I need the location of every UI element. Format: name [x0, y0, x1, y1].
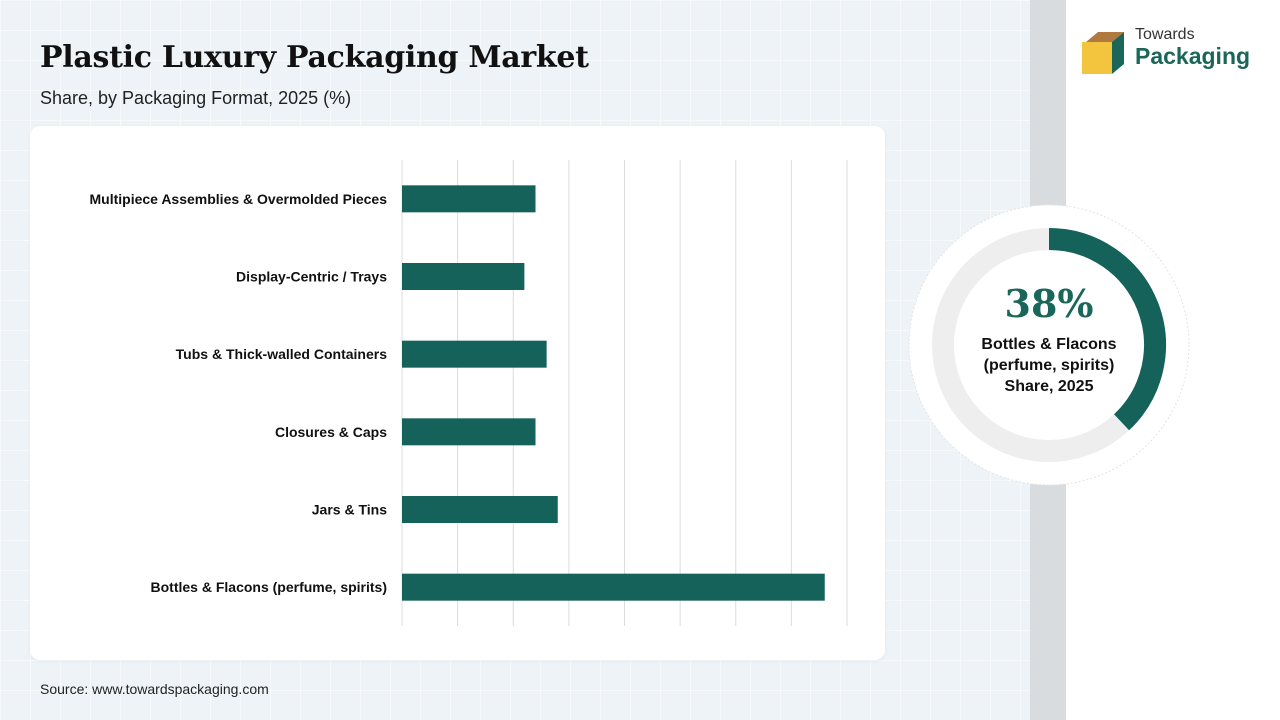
logo-text-packaging: Packaging [1135, 43, 1251, 69]
box-logo-icon [1082, 32, 1124, 74]
donut-label-line-1: Bottles & Flacons [981, 336, 1117, 353]
category-label: Display-Centric / Trays [236, 269, 387, 285]
category-label: Multipiece Assemblies & Overmolded Piece… [90, 191, 388, 207]
source-note: Source: www.towardspackaging.com [40, 681, 269, 697]
category-label: Closures & Caps [275, 424, 387, 440]
towards-packaging-logo: Towards Packaging [1082, 26, 1262, 78]
donut-label: Bottles & Flacons (perfume, spirits) Sha… [907, 334, 1191, 397]
bar [402, 418, 536, 446]
category-label: Tubs & Thick-walled Containers [176, 346, 388, 362]
category-label: Jars & Tins [312, 502, 387, 518]
bar [402, 496, 558, 523]
logo-text-towards: Towards [1135, 26, 1195, 43]
donut-share-arc [1048, 228, 1166, 431]
bar [402, 263, 525, 290]
bar [402, 573, 825, 601]
bar [402, 340, 547, 368]
share-donut: 38% Bottles & Flacons (perfume, spirits)… [907, 203, 1191, 487]
bar [402, 185, 536, 213]
page-subtitle: Share, by Packaging Format, 2025 (%) [40, 88, 352, 108]
donut-value: 38% [1004, 281, 1094, 326]
bar-chart: Multipiece Assemblies & Overmolded Piece… [90, 160, 848, 626]
donut-center: 38% Bottles & Flacons (perfume, spirits)… [907, 203, 1191, 487]
donut-label-line-2: (perfume, spirits) [983, 357, 1115, 374]
donut-label-line-3: Share, 2025 [1004, 378, 1094, 395]
page-title: Plastic Luxury Packaging Market [40, 40, 589, 75]
donut-chart [908, 204, 1190, 486]
chart-card: Multipiece Assemblies & Overmolded Piece… [30, 126, 885, 660]
category-label: Bottles & Flacons (perfume, spirits) [151, 579, 387, 595]
